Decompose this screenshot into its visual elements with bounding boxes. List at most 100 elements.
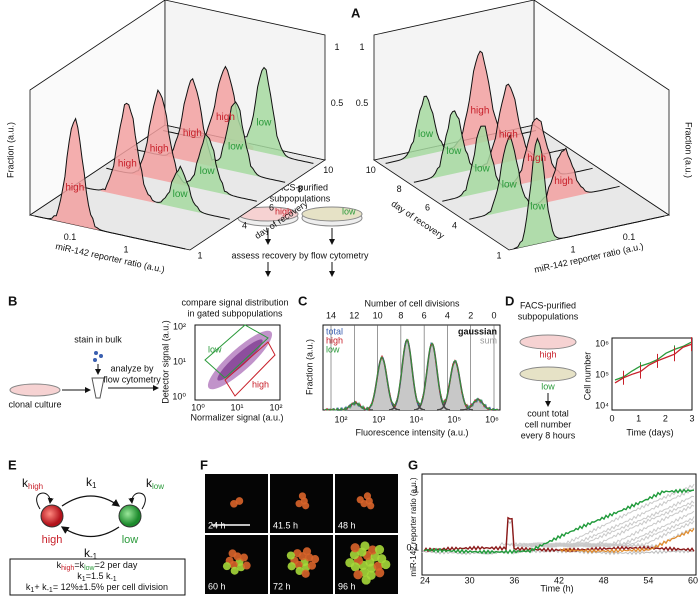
tick-label: 4 (452, 221, 457, 231)
tick-label: 48 (599, 575, 609, 585)
cell (301, 569, 310, 578)
tick-label: 0.5 (356, 98, 369, 108)
legend-entry: total (326, 326, 343, 336)
axis-title: Detector signal (a.u.) (160, 320, 170, 404)
tick-label: 10³ (372, 414, 385, 424)
cell (307, 561, 317, 570)
distribution-curve (79, 102, 230, 220)
reporter-trace (423, 488, 695, 555)
tick-label: 10² (334, 414, 347, 424)
tick-label: 10 (323, 165, 333, 175)
tick-label: 6 (422, 310, 427, 320)
sum-fill (325, 340, 498, 410)
text: analyze by (110, 363, 154, 373)
panel-label: C (298, 293, 308, 308)
tick-label: 54 (643, 575, 653, 585)
tick-label: 10⁰ (172, 391, 186, 401)
gate-label: high (252, 379, 269, 389)
panel-label: G (408, 457, 418, 472)
panel-c: C Number of cell divisions Fraction (a.u… (298, 293, 469, 437)
tick-label: 1 (359, 42, 364, 52)
waterfall-plot (28, 0, 327, 251)
axis-title: Fraction (a.u.) (684, 122, 694, 178)
tick-label: 8 (297, 184, 302, 194)
cell (375, 568, 385, 578)
state-label: low (122, 534, 139, 546)
tick-label: 0 (609, 413, 614, 423)
tick-label: 10⁶ (485, 414, 499, 424)
cell (302, 502, 310, 510)
timepoint-label: 96 h (338, 581, 356, 591)
axis-title: Cell number (582, 352, 592, 401)
rate-label: k1 (86, 475, 97, 490)
tick-label: 0.1 (406, 542, 419, 552)
cell (240, 553, 248, 562)
tick-label: 10⁴ (410, 414, 424, 424)
text: flow cytometry (103, 374, 161, 384)
tick-label: 24 (420, 575, 430, 585)
cell (345, 558, 355, 568)
axis-title: Fraction (a.u.) (5, 122, 15, 178)
panel-b: B stain in bulk clonal culture analyze b… (8, 293, 289, 422)
measured-curve (324, 338, 499, 412)
tick-label: 10 (366, 165, 376, 175)
tick-label: 1 (570, 244, 575, 254)
peak-fill (240, 67, 288, 158)
peak-fill (156, 166, 204, 214)
peak-label: high (470, 106, 489, 117)
tick-label: 10⁰ (191, 402, 205, 412)
cell (302, 547, 312, 556)
cell (350, 543, 360, 553)
cell (367, 502, 375, 510)
peak-label: low (256, 117, 272, 128)
tick-label: 6 (269, 203, 274, 213)
tick-label: 8 (398, 310, 403, 320)
peak-label: low (173, 189, 189, 200)
tick-label: 1 (197, 250, 202, 260)
peak-label: high (499, 129, 518, 140)
dish-label: high (275, 206, 292, 216)
cell (295, 566, 304, 576)
peak-label: high (527, 153, 546, 164)
peak-label: low (530, 202, 546, 213)
text: count total (527, 408, 569, 418)
cell (363, 492, 372, 500)
tick-label: 1 (414, 484, 419, 494)
tick-label: 10⁶ (595, 338, 609, 348)
tick-label: 6 (425, 203, 430, 213)
tick-label: 30 (465, 575, 475, 585)
growth-curve (614, 341, 692, 381)
peak-fill (212, 102, 260, 177)
peak-label: low (200, 166, 216, 177)
panel-label: A (351, 5, 361, 20)
tick-label: 1 (636, 413, 641, 423)
panel-label: F (200, 457, 208, 472)
text: subpopulations (270, 193, 331, 203)
text: stain in bulk (74, 334, 122, 344)
rate-label: k-1 (84, 546, 98, 561)
panel-label: E (8, 457, 17, 472)
peak-label: high (216, 112, 235, 123)
peak-fill (402, 96, 450, 160)
tick-label: 10² (173, 321, 186, 331)
cell (228, 549, 237, 558)
panel-label: B (8, 293, 17, 308)
distribution-curve (34, 117, 186, 250)
tick-label: 60 (688, 575, 698, 585)
peak-fill (452, 51, 508, 149)
peak-label: low (228, 142, 244, 153)
reporter-trace (559, 528, 695, 554)
axis-title: miR-142 reporter ratio (a.u.) (409, 477, 418, 576)
cell (353, 570, 363, 580)
peak-label: low (418, 129, 434, 140)
peak-fill (480, 84, 537, 168)
axis-title: day of recovery (389, 199, 446, 242)
peak-fill (535, 148, 592, 205)
panel-label: D (505, 293, 514, 308)
equation: k1=1.5 k-1 (77, 571, 117, 582)
growth-curve (614, 343, 692, 384)
side-wall (533, 0, 670, 216)
text: compare signal distribution (181, 297, 288, 307)
tick-label: 2 (468, 310, 473, 320)
